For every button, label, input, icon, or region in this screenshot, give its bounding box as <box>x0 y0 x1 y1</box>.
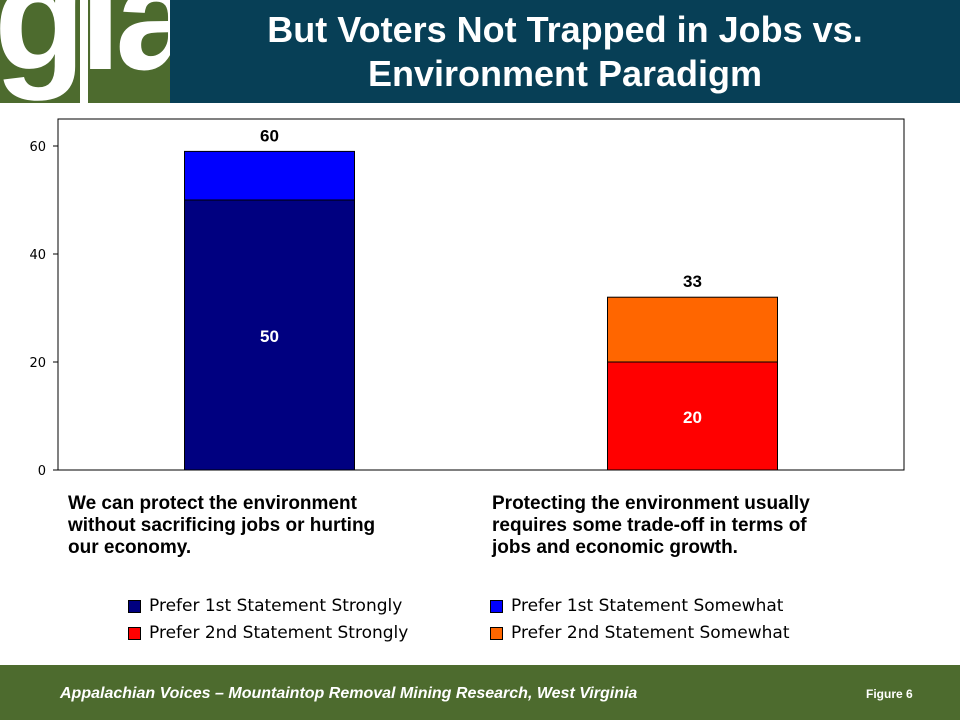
footer: Appalachian Voices – Mountaintop Removal… <box>0 665 960 720</box>
y-tick-label: 0 <box>38 464 46 479</box>
legend-label: Prefer 2nd Statement Somewhat <box>511 623 790 643</box>
legend-swatch <box>490 626 503 640</box>
bar-value-label: 20 <box>683 408 702 427</box>
legend-item-1st-strongly: Prefer 1st Statement Strongly <box>128 594 402 618</box>
y-tick-label: 60 <box>29 140 46 155</box>
logo: gla <box>0 0 170 103</box>
y-tick-label: 20 <box>29 356 46 371</box>
legend-item-2nd-strongly: Prefer 2nd Statement Strongly <box>128 621 408 645</box>
y-tick-label: 40 <box>29 248 46 263</box>
legend: Prefer 1st Statement Strongly Prefer 1st… <box>128 594 848 646</box>
legend-label: Prefer 2nd Statement Strongly <box>149 623 409 643</box>
legend-swatch <box>128 626 141 640</box>
logo-divider <box>80 0 88 103</box>
stacked-bar-chart: 0 20 40 60 50 60 20 33 <box>29 118 905 479</box>
legend-label: Prefer 1st Statement Somewhat <box>511 596 784 616</box>
category-label-1: We can protect the environment without s… <box>68 493 376 558</box>
footer-text: Appalachian Voices – Mountaintop Removal… <box>60 685 638 702</box>
figure-number: Figure 6 <box>866 687 913 701</box>
legend-swatch <box>128 599 141 613</box>
legend-item-1st-somewhat: Prefer 1st Statement Somewhat <box>490 594 783 618</box>
title-bar: But Voters Not Trapped in Jobs vs. Envir… <box>170 0 960 103</box>
bar-segment <box>184 150 355 201</box>
bar-segment <box>607 361 778 471</box>
category-label-2: Protecting the environment usually requi… <box>492 493 810 558</box>
bar-total-label: 60 <box>260 126 279 145</box>
legend-swatch <box>490 599 503 613</box>
slide-title: But Voters Not Trapped in Jobs vs. Envir… <box>267 8 863 94</box>
bar-segment <box>184 199 355 471</box>
bar-total-label: 33 <box>683 272 702 291</box>
legend-item-2nd-somewhat: Prefer 2nd Statement Somewhat <box>490 621 789 645</box>
legend-label: Prefer 1st Statement Strongly <box>149 596 403 616</box>
bar-segment <box>607 296 778 363</box>
bar-value-label: 50 <box>260 327 279 346</box>
